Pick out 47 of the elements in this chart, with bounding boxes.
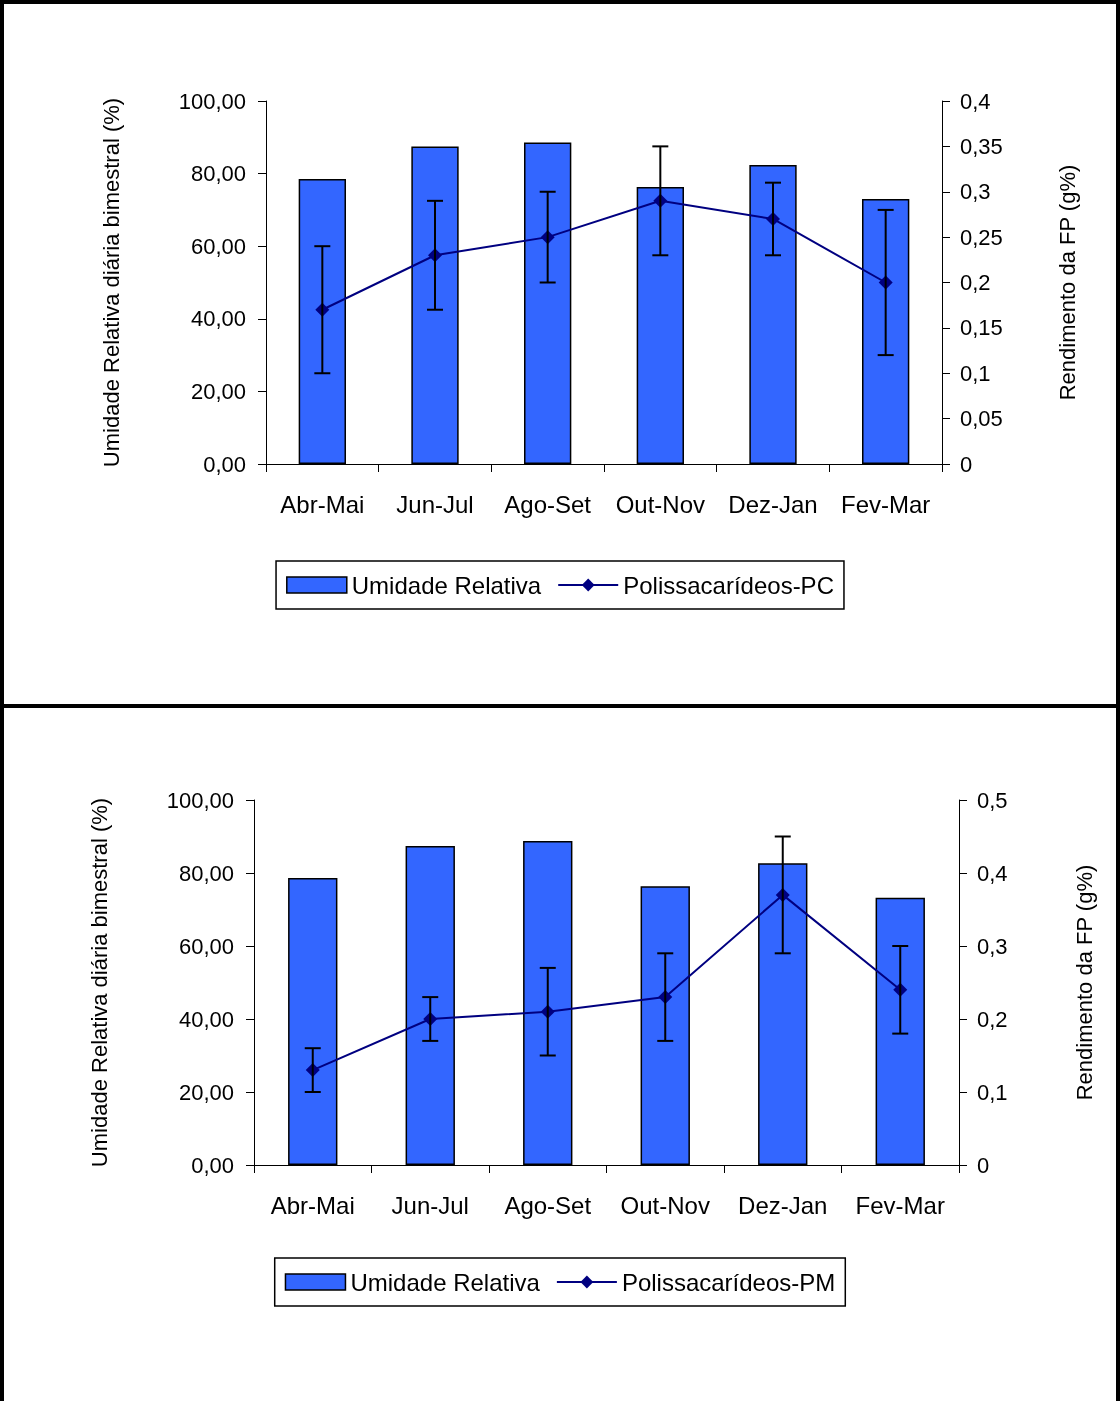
y-tick-label: 0,00 bbox=[191, 1152, 234, 1178]
y2-axis-title: Rendimento da FP (g%) bbox=[1054, 164, 1080, 401]
y2-tick-label: 0 bbox=[977, 1152, 990, 1178]
y2-tick-label: 0,1 bbox=[977, 1079, 1008, 1105]
x-tick-label: Jun-Jul bbox=[396, 490, 474, 518]
y-tick-label: 100,00 bbox=[178, 88, 246, 114]
x-tick-label: Jun-Jul bbox=[391, 1191, 469, 1219]
y-tick-label: 20,00 bbox=[190, 378, 246, 404]
y2-tick-label: 0,05 bbox=[960, 406, 1003, 432]
y2-tick-label: 0,3 bbox=[960, 179, 991, 205]
x-tick-label: Abr-Mai bbox=[280, 490, 365, 518]
y2-axis-title: Rendimento da FP (g%) bbox=[1071, 864, 1097, 1101]
y-tick-label: 0,00 bbox=[203, 451, 246, 477]
y-tick-label: 80,00 bbox=[178, 860, 234, 886]
x-tick-label: Ago-Set bbox=[504, 490, 592, 518]
y2-tick-label: 0,4 bbox=[960, 88, 991, 114]
y2-tick-label: 0,5 bbox=[977, 787, 1008, 813]
y2-tick-label: 0,25 bbox=[960, 224, 1003, 250]
legend-label: Polissacarídeos-PC bbox=[623, 571, 834, 599]
y-tick-label: 20,00 bbox=[178, 1079, 234, 1105]
x-tick-label: Abr-Mai bbox=[270, 1191, 355, 1219]
y-tick-label: 60,00 bbox=[178, 933, 234, 959]
y2-tick-label: 0,4 bbox=[977, 860, 1008, 886]
y-tick-label: 60,00 bbox=[190, 233, 246, 259]
x-tick-label: Dez-Jan bbox=[728, 490, 818, 518]
y2-tick-label: 0,2 bbox=[960, 270, 991, 295]
x-tick-label: Dez-Jan bbox=[738, 1191, 828, 1219]
y2-tick-label: 0,15 bbox=[960, 315, 1003, 341]
y2-tick-label: 0,2 bbox=[977, 1006, 1008, 1032]
x-tick-label: Fev-Mar bbox=[840, 490, 931, 518]
x-tick-label: Out-Nov bbox=[620, 1191, 710, 1219]
y-tick-label: 80,00 bbox=[190, 161, 246, 187]
legend-label: Umidade Relativa bbox=[350, 1268, 541, 1296]
y-axis-title: Umidade Relativa diária bimestral (%) bbox=[86, 797, 112, 1168]
x-tick-label: Ago-Set bbox=[504, 1191, 592, 1219]
legend-label: Polissacarídeos-PM bbox=[621, 1268, 836, 1296]
y2-tick-label: 0,35 bbox=[960, 133, 1003, 159]
x-tick-label: Out-Nov bbox=[615, 490, 706, 518]
y2-tick-label: 0,3 bbox=[977, 933, 1008, 959]
y2-tick-label: 0 bbox=[960, 451, 973, 477]
y-tick-label: 40,00 bbox=[190, 306, 246, 332]
x-tick-label: Fev-Mar bbox=[855, 1191, 945, 1219]
y-axis-title: Umidade Relativa diária bimestral (%) bbox=[98, 97, 124, 468]
y2-tick-label: 0,1 bbox=[960, 360, 991, 386]
y-tick-label: 100,00 bbox=[166, 787, 234, 813]
legend-label: Umidade Relativa bbox=[351, 571, 542, 599]
y-tick-label: 40,00 bbox=[178, 1006, 234, 1032]
